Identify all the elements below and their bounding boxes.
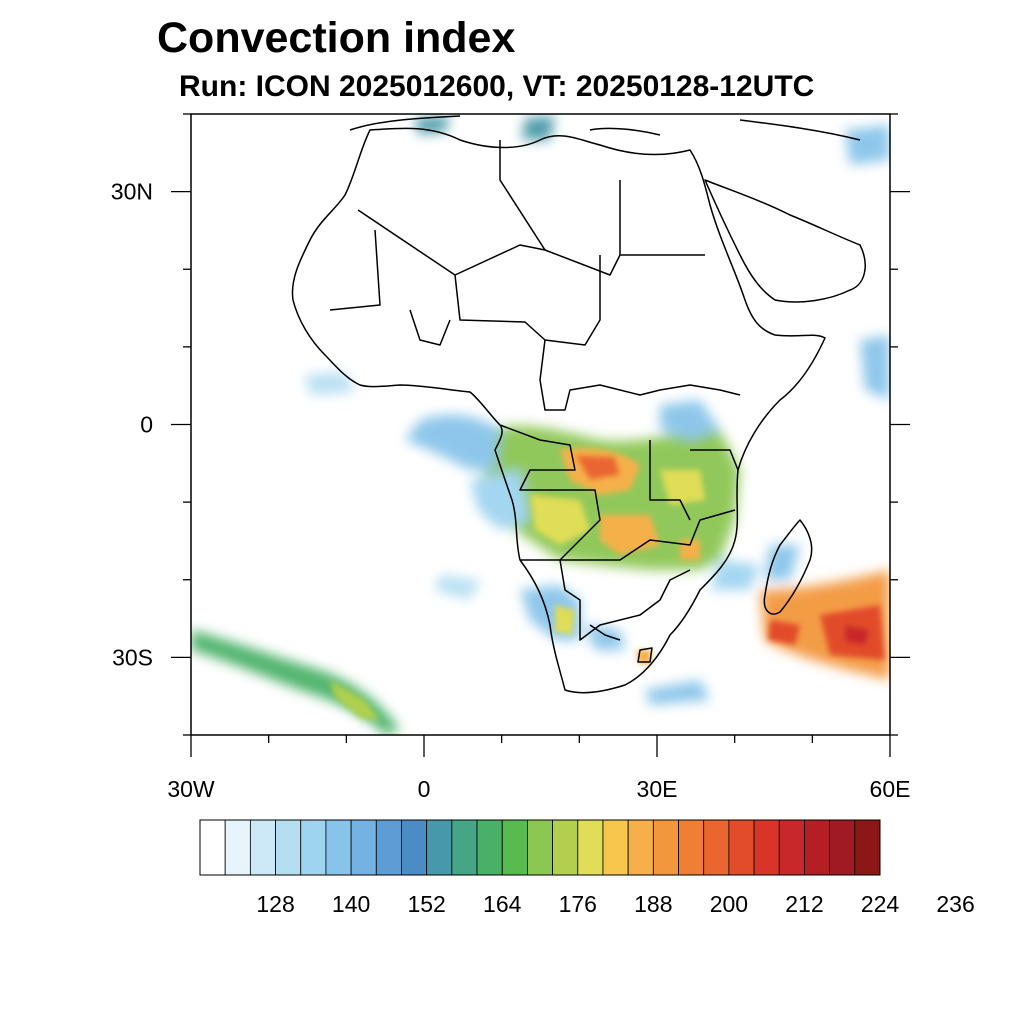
colorbar-swatch xyxy=(728,819,755,876)
colorbar-swatch xyxy=(249,819,276,876)
map-subtitle: Run: ICON 2025012600, VT: 20250128-12UTC xyxy=(179,70,815,103)
colorbar-label: 200 xyxy=(710,891,748,917)
colorbar-swatch xyxy=(325,819,352,876)
coastlines xyxy=(291,115,866,694)
lon-tick-label: 60E xyxy=(870,776,911,802)
colorbar-swatch xyxy=(300,819,327,876)
convection-field xyxy=(191,116,890,735)
colorbar-swatch xyxy=(224,819,251,876)
colorbar-swatch xyxy=(602,819,629,876)
colorbar-label: 128 xyxy=(256,891,294,917)
colorbar-label: 140 xyxy=(332,891,370,917)
lat-tick-label: 30S xyxy=(112,644,153,670)
colorbar-swatch xyxy=(552,819,579,876)
colorbar-swatch xyxy=(829,819,856,876)
lon-tick-label: 30E xyxy=(637,776,678,802)
colorbar-swatch xyxy=(199,819,226,876)
colorbar-swatch xyxy=(401,819,428,876)
colorbar-swatch xyxy=(501,819,528,876)
lat-tick-label: 30N xyxy=(111,179,153,205)
colorbar-swatch xyxy=(275,819,302,876)
colorbar-label: 212 xyxy=(785,891,823,917)
colorbar-swatch xyxy=(753,819,780,876)
colorbar-swatch xyxy=(678,819,705,876)
colorbar-label: 164 xyxy=(483,891,522,917)
colorbar-label: 176 xyxy=(559,891,597,917)
colorbar-label: 152 xyxy=(407,891,445,917)
map-title: Convection index xyxy=(157,14,516,62)
lon-tick-label: 30W xyxy=(167,776,215,802)
colorbar: 128 140 152 164 176 188 200 212 224 236 xyxy=(199,819,975,917)
colorbar-label: 224 xyxy=(861,891,900,917)
lon-tick-label: 0 xyxy=(418,776,431,802)
colorbar-swatch xyxy=(778,819,805,876)
colorbar-swatch xyxy=(577,819,604,876)
colorbar-swatch xyxy=(426,819,453,876)
colorbar-swatch xyxy=(804,819,831,876)
colorbar-swatch xyxy=(476,819,503,876)
colorbar-swatch xyxy=(527,819,553,876)
colorbar-label: 236 xyxy=(936,891,974,917)
map-axes: 30W 0 30E 60E 30N 0 30S xyxy=(111,113,911,802)
colorbar-swatch xyxy=(854,819,881,876)
colorbar-label: 188 xyxy=(634,891,672,917)
colorbar-border xyxy=(199,819,881,876)
colorbar-swatch xyxy=(652,819,679,876)
colorbar-swatch xyxy=(451,819,478,876)
colorbar-swatch xyxy=(703,819,730,876)
colorbar-swatch xyxy=(350,819,377,876)
colorbar-swatch xyxy=(627,819,654,876)
lat-tick-label: 0 xyxy=(140,412,153,438)
colorbar-swatch xyxy=(375,819,402,876)
